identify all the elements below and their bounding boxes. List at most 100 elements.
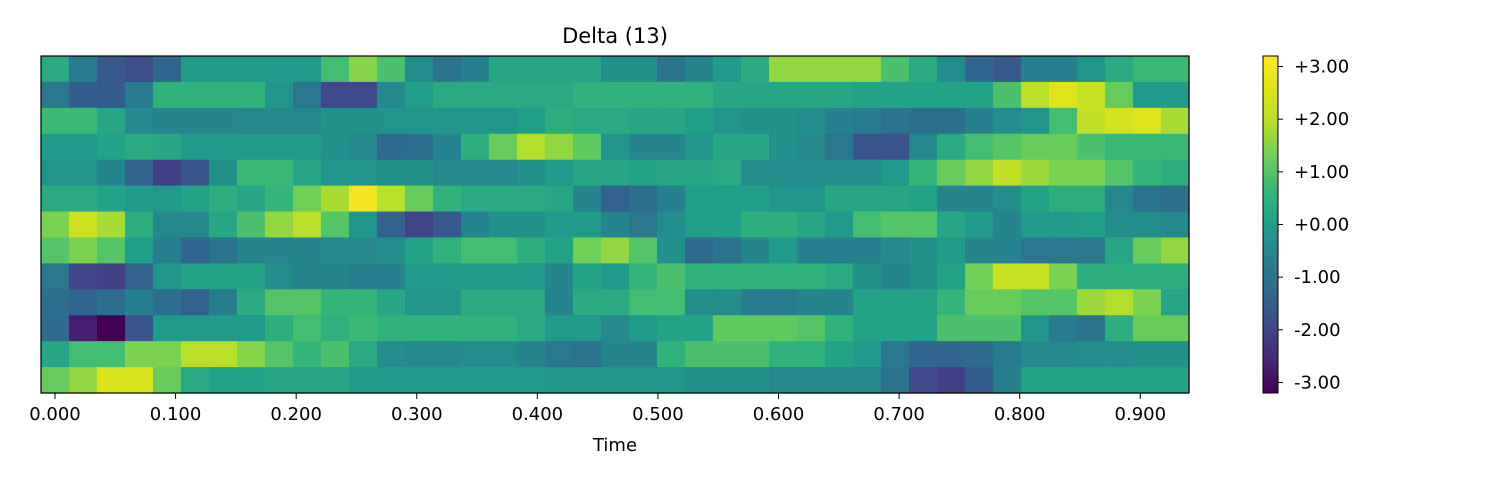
heatmap-cell	[265, 211, 294, 239]
heatmap-cell	[69, 341, 98, 368]
heatmap-cell	[209, 341, 238, 368]
heatmap-cell	[741, 81, 770, 109]
heatmap-cell	[321, 81, 350, 109]
heatmap-cell	[685, 133, 714, 161]
heatmap-cell	[433, 81, 462, 109]
heatmap-cell	[1049, 133, 1078, 161]
heatmap-cell	[69, 56, 98, 83]
heatmap-cell	[629, 289, 658, 316]
heatmap-cell	[433, 367, 462, 394]
heatmap-cell	[797, 185, 826, 213]
heatmap-cell	[265, 367, 294, 394]
heatmap-cell	[293, 133, 322, 161]
heatmap-cell	[97, 367, 126, 394]
heatmap-cell	[433, 56, 462, 83]
heatmap-cell	[293, 56, 322, 83]
heatmap-cell	[293, 367, 322, 394]
heatmap-cell	[321, 289, 350, 316]
heatmap-cell	[265, 341, 294, 368]
heatmap-cell	[181, 237, 210, 264]
heatmap-cell	[405, 56, 434, 83]
heatmap-cell	[489, 56, 518, 83]
heatmap-cell	[41, 341, 70, 368]
heatmap-cell	[293, 289, 322, 316]
heatmap-cell	[1049, 56, 1078, 83]
heatmap-cell	[1049, 341, 1078, 368]
heatmap-cell	[1077, 367, 1106, 394]
heatmap-cell	[1133, 159, 1162, 187]
heatmap-cell	[573, 237, 602, 264]
heatmap-cell	[1161, 289, 1190, 316]
heatmap-cell	[965, 367, 994, 394]
heatmap-cell	[825, 367, 854, 394]
heatmap-cell	[937, 289, 966, 316]
heatmap-cell	[1161, 341, 1190, 368]
heatmap-cell	[125, 341, 154, 368]
heatmap-cell	[545, 185, 574, 213]
heatmap-cell	[181, 315, 210, 342]
heatmap-cell	[881, 211, 910, 239]
heatmap-cell	[993, 341, 1022, 368]
heatmap-cell	[741, 133, 770, 161]
heatmap-cell	[517, 263, 546, 290]
heatmap-cell	[321, 237, 350, 264]
heatmap-cell	[741, 107, 770, 135]
heatmap-cell	[713, 185, 742, 213]
heatmap-cell	[405, 341, 434, 368]
heatmap-cell	[489, 315, 518, 342]
heatmap-cell	[853, 159, 882, 187]
heatmap-cell	[69, 185, 98, 213]
heatmap-cell	[573, 341, 602, 368]
heatmap-cell	[853, 185, 882, 213]
heatmap-cell	[965, 289, 994, 316]
heatmap-cell	[965, 211, 994, 239]
heatmap-cell	[1077, 159, 1106, 187]
colorbar-tick-label: +2.00	[1294, 109, 1349, 130]
heatmap-cell	[1077, 185, 1106, 213]
heatmap-cell	[685, 81, 714, 109]
heatmap-cell	[965, 107, 994, 135]
heatmap-cell	[881, 56, 910, 83]
heatmap-cell	[937, 211, 966, 239]
heatmap-cell	[1021, 315, 1050, 342]
heatmap-cell	[433, 263, 462, 290]
heatmap-cell	[265, 263, 294, 290]
heatmap-cell	[377, 263, 406, 290]
heatmap-cell	[1049, 367, 1078, 394]
heatmap-cell	[237, 56, 266, 83]
heatmap-cell	[825, 315, 854, 342]
heatmap-cell	[1161, 133, 1190, 161]
heatmap-cell	[629, 107, 658, 135]
heatmap-cell	[517, 159, 546, 187]
heatmap-cell	[825, 107, 854, 135]
heatmap-cell	[993, 263, 1022, 290]
heatmap-cell	[573, 263, 602, 290]
heatmap-cell	[461, 56, 490, 83]
heatmap-cell	[797, 341, 826, 368]
heatmap-cell	[181, 289, 210, 316]
x-axis: 0.000 0.100 0.200 0.300 0.400 0.500 0.600 0.700…	[29, 393, 1166, 425]
heatmap-cell	[573, 367, 602, 394]
heatmap-cell	[629, 159, 658, 187]
x-tick-label: 0.100	[150, 404, 202, 425]
heatmap-cell	[433, 211, 462, 239]
heatmap-cell	[1021, 107, 1050, 135]
heatmap-cell	[41, 289, 70, 316]
x-tick-label: 0.900	[1115, 404, 1167, 425]
heatmap-cell	[153, 367, 182, 394]
heatmap-cell	[489, 263, 518, 290]
heatmap-cell	[293, 341, 322, 368]
heatmap-cell	[657, 133, 686, 161]
heatmap-cell	[461, 367, 490, 394]
heatmap-cell	[1077, 237, 1106, 264]
heatmap-cell	[1021, 56, 1050, 83]
heatmap-cell	[181, 133, 210, 161]
heatmap-cell	[769, 367, 798, 394]
heatmap-cell	[657, 81, 686, 109]
heatmap-cell	[1133, 289, 1162, 316]
heatmap-cell	[825, 289, 854, 316]
heatmap-cell	[545, 263, 574, 290]
heatmap-cell	[237, 315, 266, 342]
heatmap-cell	[321, 211, 350, 239]
heatmap-cell	[41, 56, 70, 83]
